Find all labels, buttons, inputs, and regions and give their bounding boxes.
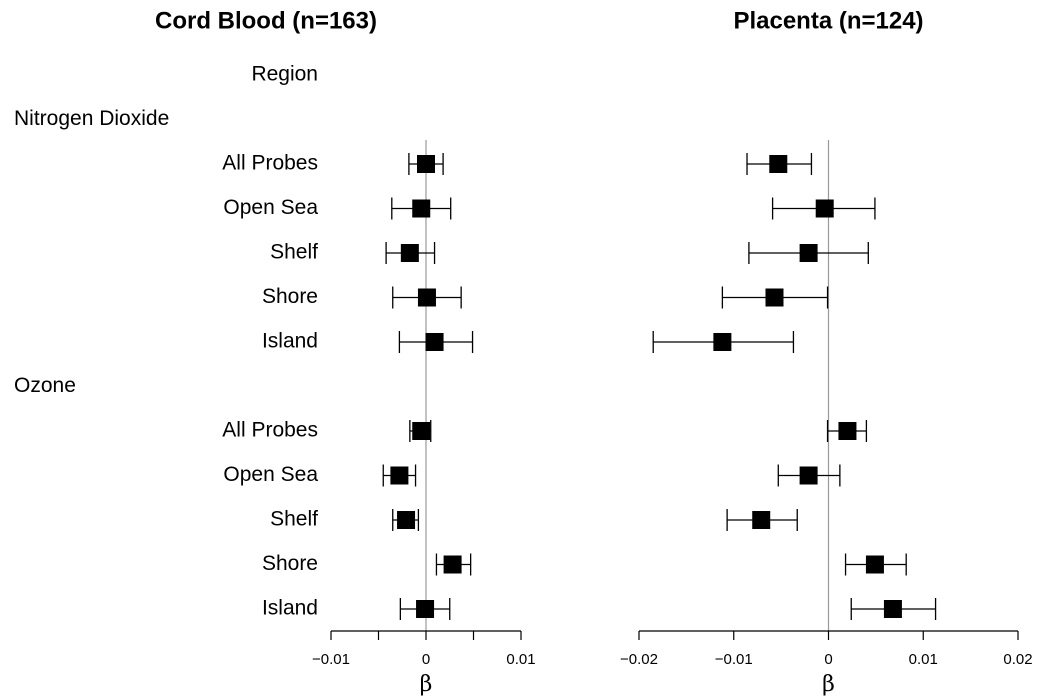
column-header: Region bbox=[251, 63, 318, 86]
point-estimate bbox=[416, 600, 435, 618]
x-tick-label: 0.01 bbox=[506, 651, 535, 668]
point-estimate bbox=[417, 155, 435, 173]
point-estimate bbox=[713, 333, 732, 351]
group-label: Nitrogen Dioxide bbox=[14, 107, 169, 130]
point-estimate bbox=[865, 555, 884, 574]
point-estimate bbox=[425, 333, 444, 351]
x-tick-label: 0.01 bbox=[909, 651, 938, 668]
row-label: All Probes bbox=[222, 152, 318, 175]
point-estimate bbox=[769, 155, 788, 173]
row-label: Open Sea bbox=[223, 463, 318, 486]
point-estimate bbox=[799, 244, 818, 262]
row-label: Shelf bbox=[270, 508, 318, 531]
x-axis-label: β bbox=[822, 672, 835, 697]
row-label: Open Sea bbox=[223, 196, 318, 219]
panel-title: Cord Blood (n=163) bbox=[155, 7, 377, 34]
point-estimate bbox=[400, 244, 419, 262]
x-tick-label: 0 bbox=[824, 651, 832, 668]
x-tick-label: 0 bbox=[422, 651, 430, 668]
x-tick-label: 0.02 bbox=[1003, 651, 1032, 668]
point-estimate bbox=[417, 288, 436, 307]
point-estimate bbox=[412, 422, 431, 440]
group-label: Ozone bbox=[14, 374, 76, 397]
x-axis-label: β bbox=[420, 672, 433, 697]
row-label: Shore bbox=[262, 552, 318, 575]
row-label: Island bbox=[262, 330, 318, 353]
x-tick-label: −0.02 bbox=[620, 651, 658, 668]
point-estimate bbox=[815, 199, 834, 218]
row-label: Shore bbox=[262, 285, 318, 308]
panel-title: Placenta (n=124) bbox=[733, 7, 923, 34]
point-estimate bbox=[390, 466, 409, 485]
point-estimate bbox=[838, 422, 857, 440]
row-label: All Probes bbox=[222, 419, 318, 442]
x-tick-label: −0.01 bbox=[312, 651, 350, 668]
row-label: Shelf bbox=[270, 241, 318, 264]
point-estimate bbox=[799, 466, 818, 485]
point-estimate bbox=[765, 288, 784, 307]
x-tick-label: −0.01 bbox=[715, 651, 753, 668]
point-estimate bbox=[412, 199, 431, 218]
point-estimate bbox=[443, 555, 462, 574]
row-label: Island bbox=[262, 597, 318, 620]
point-estimate bbox=[883, 600, 902, 618]
point-estimate bbox=[397, 511, 416, 529]
point-estimate bbox=[752, 511, 771, 529]
